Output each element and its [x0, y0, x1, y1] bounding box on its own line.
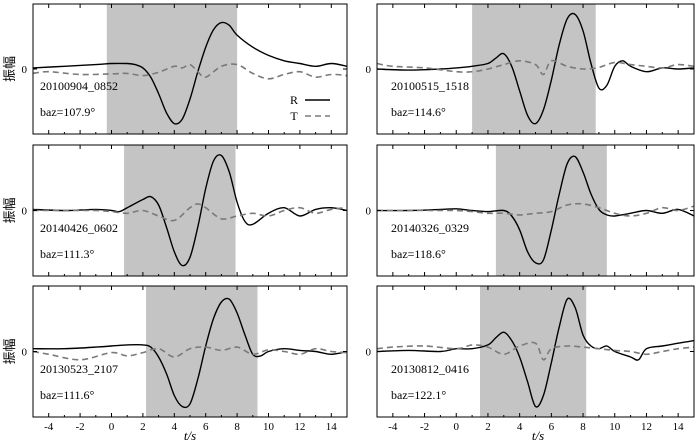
x-tick-label: 10 — [263, 421, 275, 433]
y-axis-label: 振幅 — [3, 338, 18, 364]
trace-T — [33, 346, 347, 361]
trace-R — [33, 297, 347, 409]
trace-T — [377, 59, 694, 76]
trace-R — [377, 297, 694, 408]
x-tick-label: 0 — [454, 421, 460, 433]
panel-20100904_0852: 0 振幅 20100904_0852 baz=107.9° — [3, 3, 348, 135]
legend: RT — [290, 93, 330, 123]
event-id-label: 20130812_0416 — [391, 362, 469, 376]
y-tick-label: 0 — [366, 206, 372, 218]
x-tick-label: 0 — [109, 421, 115, 433]
x-tick-label: -2 — [76, 421, 85, 433]
y-tick-label: 0 — [22, 206, 28, 218]
x-tick-label: -4 — [44, 421, 54, 433]
baz-label: baz=118.6° — [391, 247, 446, 261]
y-tick-label: 0 — [366, 347, 372, 359]
x-tick-label: 2 — [485, 421, 491, 433]
x-tick-label: -2 — [420, 421, 429, 433]
event-id-label: 20100904_0852 — [40, 79, 118, 93]
event-id-label: 20100515_1518 — [391, 79, 469, 93]
time-window-shade — [472, 4, 596, 134]
x-tick-label: 6 — [549, 421, 555, 433]
time-window-shade — [124, 145, 236, 276]
x-tick-label: -4 — [388, 421, 398, 433]
x-tick-label: 4 — [172, 421, 178, 433]
x-axis-label: t/s — [184, 428, 196, 443]
baz-label: baz=122.1° — [391, 388, 446, 402]
x-tick-label: 6 — [203, 421, 209, 433]
baz-label: baz=107.9° — [40, 105, 95, 119]
legend-label-R: R — [290, 93, 298, 107]
y-tick-label: 0 — [22, 64, 28, 76]
baz-label: baz=111.6° — [40, 388, 95, 402]
event-id-label: 20140326_0329 — [391, 221, 469, 235]
x-tick-label: 8 — [580, 421, 586, 433]
time-window-shade — [495, 145, 607, 276]
trace-R — [377, 155, 694, 265]
panel-20100515_1518: 0 20100515_1518 baz=114.6° — [366, 3, 695, 135]
x-tick-label: 12 — [641, 421, 652, 433]
legend-label-T: T — [290, 109, 298, 123]
y-tick-label: 0 — [22, 347, 28, 359]
panel-20140426_0602: 0 振幅 20140426_0602 baz=111.3° — [3, 144, 348, 277]
baz-label: baz=111.3° — [40, 247, 95, 261]
x-tick-label: 14 — [673, 421, 685, 433]
trace-R — [33, 21, 347, 125]
y-axis-label: 振幅 — [3, 56, 18, 82]
x-tick-label: 2 — [140, 421, 146, 433]
panel-20130812_0416: -4 -2 0 2 4 6 8 10 12 14 0 20130812_0416 baz=122.1° — [366, 285, 695, 433]
trace-T — [377, 341, 694, 361]
baz-label: baz=114.6° — [391, 105, 446, 119]
panel-20130523_2107: -4 -2 0 2 4 6 8 10 12 14 0 振幅 20130523_2107 baz=111.6… — [3, 285, 348, 433]
trace-T — [33, 203, 347, 222]
trace-R — [377, 12, 694, 125]
trace-T — [377, 202, 694, 217]
panel-20140326_0329: 0 20140326_0329 baz=118.6° — [366, 144, 695, 277]
x-tick-label: 4 — [517, 421, 523, 433]
trace-T — [33, 63, 347, 80]
x-axis-label: t/s — [532, 428, 544, 443]
y-tick-label: 0 — [366, 64, 372, 76]
time-window-shade — [146, 286, 258, 417]
x-tick-label: 12 — [294, 421, 305, 433]
time-window-shade — [106, 4, 238, 134]
y-axis-label: 振幅 — [3, 197, 18, 223]
trace-R — [33, 154, 347, 267]
x-tick-label: 10 — [609, 421, 621, 433]
x-tick-label: 14 — [326, 421, 338, 433]
x-tick-label: 8 — [234, 421, 240, 433]
event-id-label: 20130523_2107 — [40, 362, 118, 376]
event-id-label: 20140426_0602 — [40, 221, 118, 235]
